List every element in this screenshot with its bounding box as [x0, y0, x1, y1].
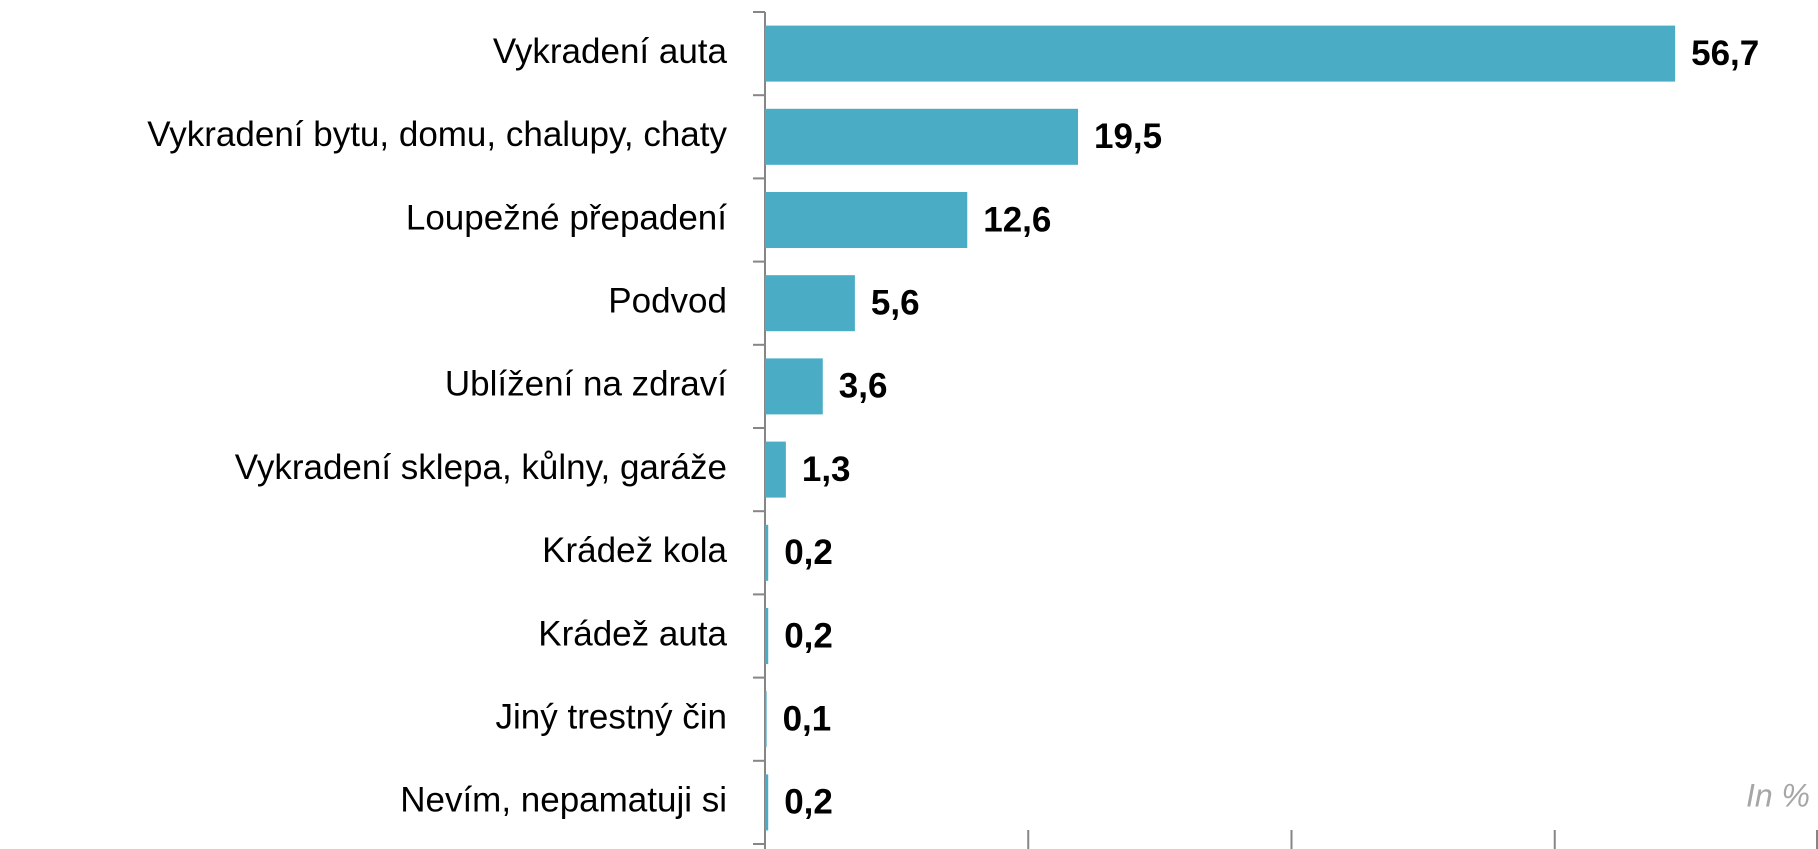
value-label: 0,2 [784, 533, 833, 572]
value-label: 0,2 [784, 783, 833, 822]
bar [765, 25, 1676, 82]
category-label: Vykradení sklepa, kůlny, garáže [235, 448, 727, 487]
value-label: 0,2 [784, 616, 833, 655]
bar [765, 774, 769, 831]
category-label: Vykradení bytu, domu, chalupy, chaty [147, 115, 727, 154]
category-label: Krádež kola [542, 531, 727, 570]
category-label: Ublížení na zdraví [445, 365, 727, 404]
unit-note: In % [1746, 777, 1810, 813]
value-label: 3,6 [839, 367, 888, 406]
bar [765, 608, 769, 664]
category-label: Vykradení auta [493, 32, 728, 71]
bar [765, 441, 786, 498]
bar [765, 524, 769, 581]
bar [765, 108, 1079, 165]
bar [765, 691, 767, 748]
category-label: Podvod [608, 281, 727, 320]
value-label: 1,3 [802, 450, 851, 489]
category-label: Jiný trestný čin [496, 697, 727, 736]
value-label: 56,7 [1691, 34, 1759, 73]
category-label: Krádež auta [538, 614, 727, 653]
category-label: Loupežné přepadení [406, 198, 727, 237]
bar [765, 275, 855, 332]
value-label: 12,6 [983, 200, 1051, 239]
category-label: Nevím, nepamatuji si [400, 781, 727, 820]
bar [765, 358, 823, 415]
value-label: 19,5 [1094, 117, 1162, 156]
bar [765, 192, 968, 248]
value-label: 5,6 [871, 283, 920, 322]
value-label: 0,1 [783, 699, 832, 738]
